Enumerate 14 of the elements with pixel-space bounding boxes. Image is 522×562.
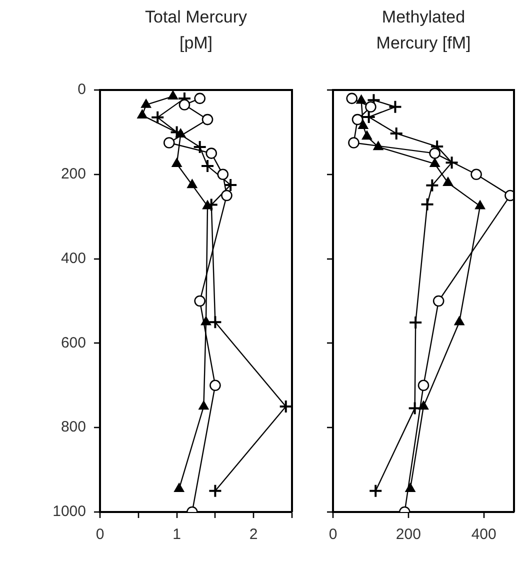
x-tick-label: 0: [96, 526, 104, 544]
y-tick-label: 1000: [52, 503, 86, 520]
y-tick-label: 400: [60, 250, 86, 267]
chart-title: Methylated Mercury [fM]: [376, 8, 471, 53]
y-tick-label: 800: [60, 418, 86, 436]
x-tick-label: 2: [249, 526, 258, 544]
x-tick-label: 1: [172, 526, 181, 544]
y-tick-label: 600: [60, 334, 86, 352]
chart-title: Total Mercury [pM]: [144, 8, 248, 53]
y-tick-label: 0: [78, 81, 86, 98]
y-tick-label: 200: [60, 166, 86, 183]
x-tick-label: 0: [328, 526, 338, 544]
x-tick-label: 200: [396, 526, 421, 544]
x-tick-label: 400: [471, 526, 496, 544]
